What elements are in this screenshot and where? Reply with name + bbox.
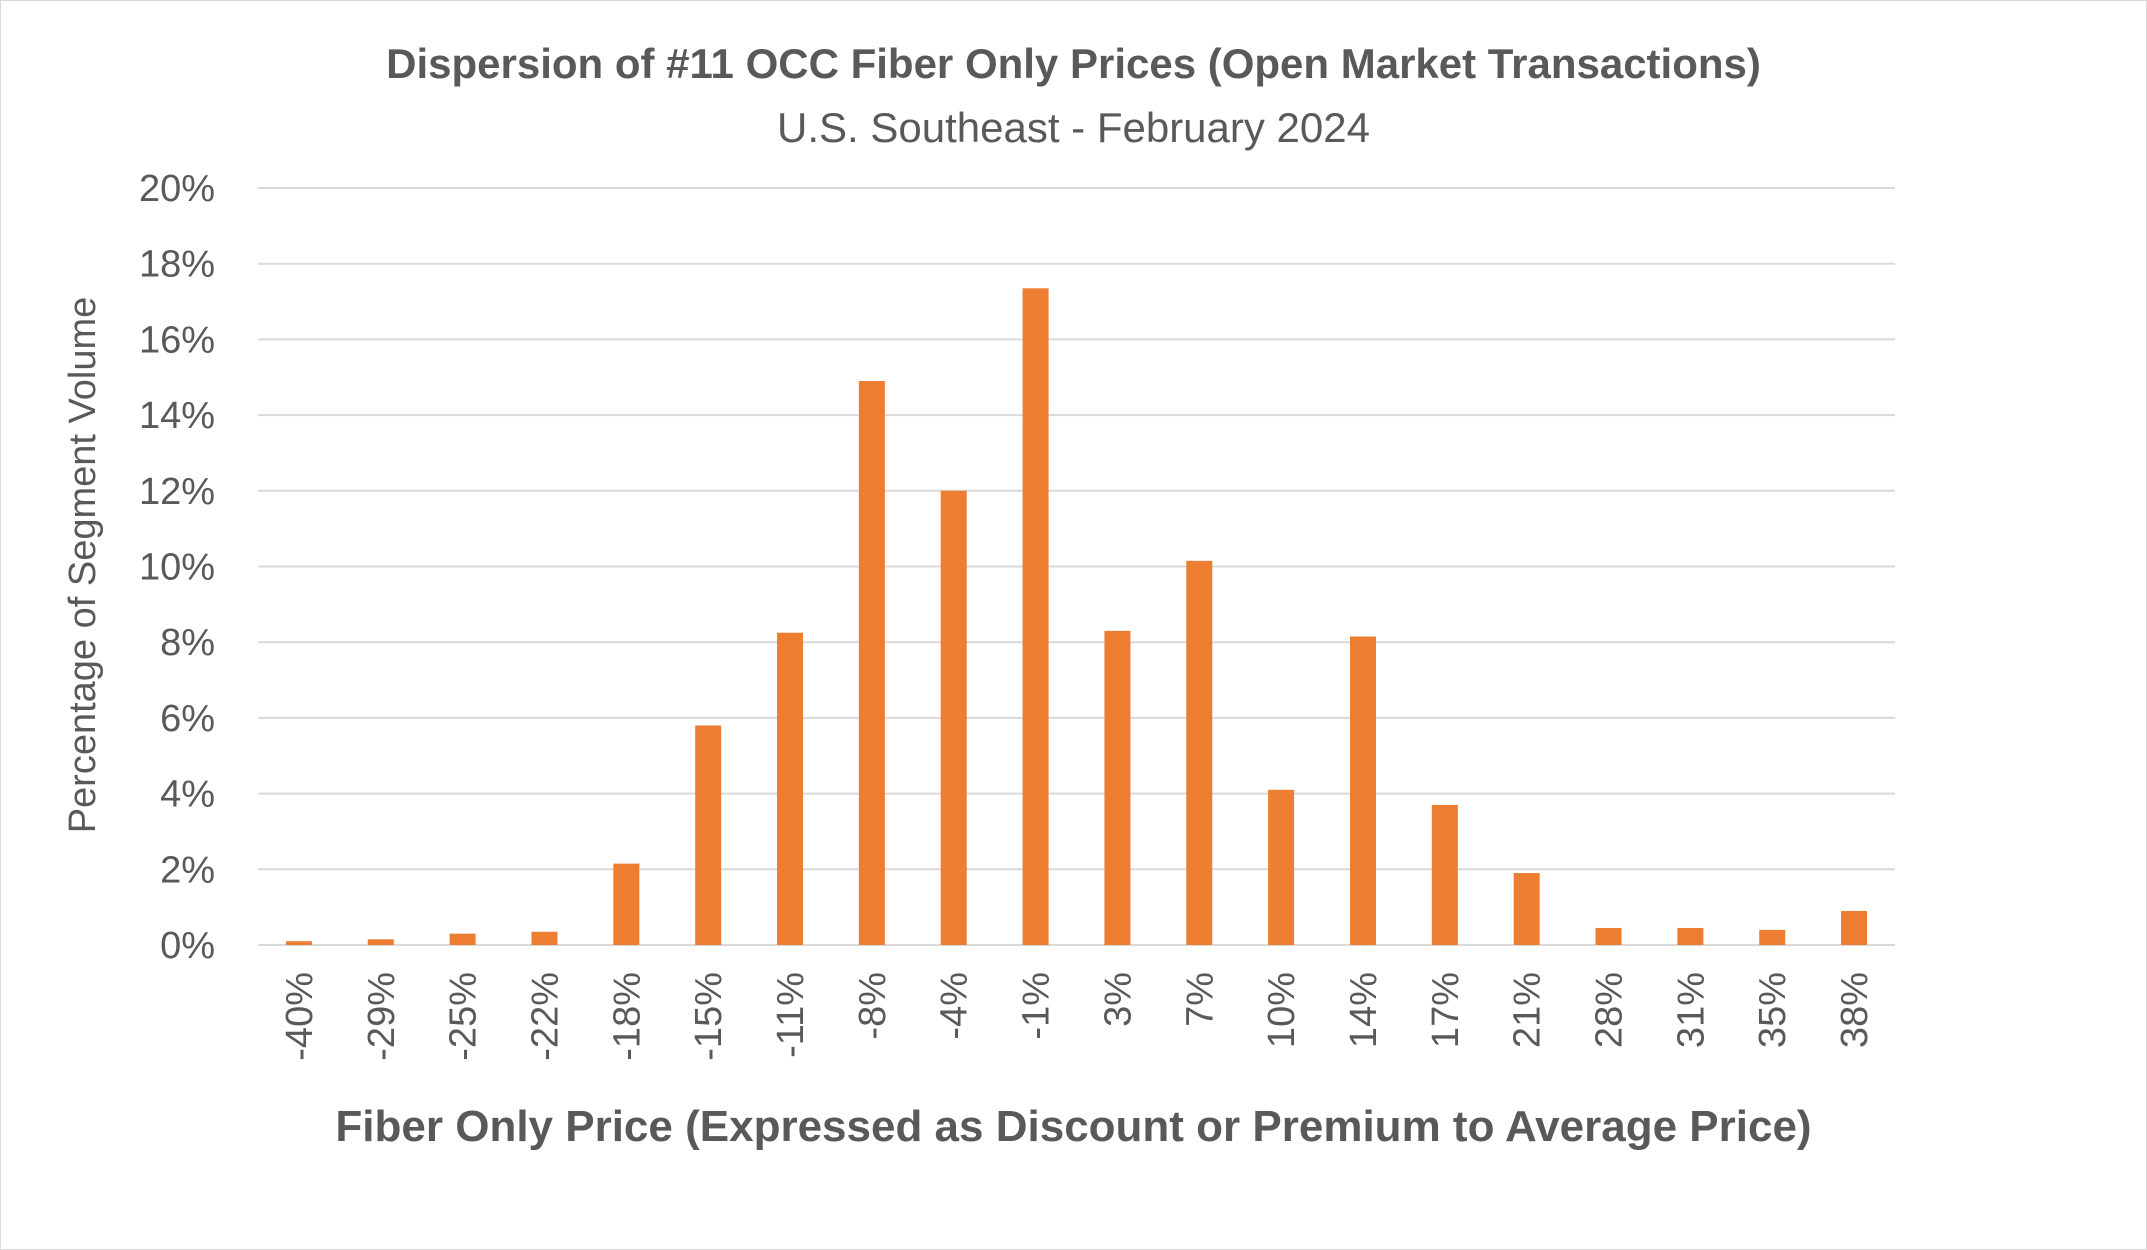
x-tick-label: -29% <box>361 972 403 1061</box>
y-tick-label: 12% <box>139 471 215 513</box>
x-tick-label: 3% <box>1097 972 1139 1027</box>
chart-title: Dispersion of #11 OCC Fiber Only Prices … <box>386 40 1761 87</box>
x-tick-label: -40% <box>279 972 321 1061</box>
x-tick-label: 14% <box>1343 972 1385 1048</box>
bar <box>940 490 967 945</box>
bar <box>695 725 722 945</box>
bar <box>285 941 312 945</box>
x-tick-label: -18% <box>606 972 648 1061</box>
bar <box>1677 927 1704 945</box>
x-tick-label: -4% <box>934 972 976 1040</box>
grid-lines <box>258 187 1895 946</box>
x-tick-labels: -40% -29% -25% -22% -18% -15% -11% -8% -4% -1% 3% 7… <box>279 972 1876 1061</box>
y-tick-label: 16% <box>139 319 215 361</box>
bar <box>777 632 804 945</box>
bar <box>531 931 558 945</box>
bar <box>1186 560 1213 945</box>
y-tick-label: 18% <box>139 244 215 286</box>
bar <box>1268 789 1295 945</box>
bar <box>1841 910 1868 945</box>
x-tick-label: -22% <box>524 972 566 1061</box>
bar <box>1431 804 1458 945</box>
x-tick-label: -1% <box>1016 972 1058 1040</box>
bar <box>858 381 885 945</box>
x-tick-label: 7% <box>1179 972 1221 1027</box>
bar <box>367 939 394 945</box>
bar <box>449 933 476 945</box>
bar <box>1759 929 1786 945</box>
bar <box>613 863 640 945</box>
y-tick-label: 2% <box>160 849 215 891</box>
x-tick-label: 10% <box>1261 972 1303 1048</box>
x-tick-label: 17% <box>1425 972 1467 1048</box>
x-tick-label: -25% <box>443 972 485 1061</box>
x-tick-label: 31% <box>1670 972 1712 1048</box>
x-tick-label: 35% <box>1752 972 1794 1048</box>
bar <box>1104 630 1131 945</box>
x-axis-label: Fiber Only Price (Expressed as Discount … <box>335 1102 1812 1151</box>
y-tick-label: 4% <box>160 774 215 816</box>
y-tick-labels: 0% 2% 4% 6% 8% 10% 12% 14% 16% 18% 20% <box>139 168 215 967</box>
y-tick-label: 0% <box>160 925 215 967</box>
bar <box>1022 288 1049 945</box>
bars <box>285 288 1868 945</box>
x-tick-label: -8% <box>852 972 894 1040</box>
x-tick-label: -15% <box>688 972 730 1061</box>
x-tick-label: 21% <box>1507 972 1549 1048</box>
bar <box>1513 873 1540 945</box>
x-tick-label: 28% <box>1589 972 1631 1048</box>
y-tick-label: 20% <box>139 168 215 210</box>
x-tick-label: 38% <box>1834 972 1876 1048</box>
bar <box>1595 927 1622 945</box>
x-tick-label: -11% <box>770 972 812 1058</box>
y-tick-label: 14% <box>139 395 215 437</box>
bar <box>1349 636 1376 945</box>
y-tick-label: 8% <box>160 622 215 664</box>
chart-subtitle: U.S. Southeast - February 2024 <box>777 104 1370 151</box>
y-tick-label: 10% <box>139 547 215 589</box>
y-tick-label: 6% <box>160 698 215 740</box>
